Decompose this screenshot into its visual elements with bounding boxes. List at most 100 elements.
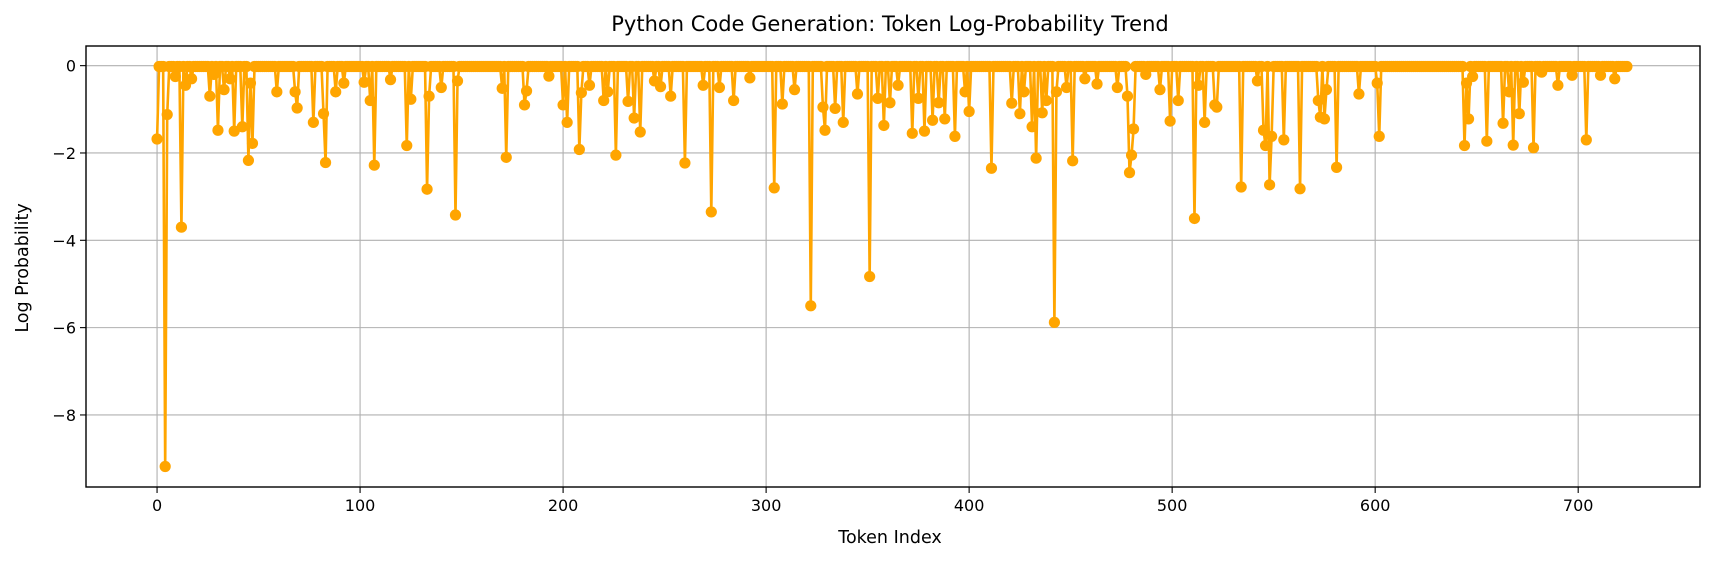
data-point xyxy=(1067,155,1079,167)
data-point xyxy=(884,97,896,109)
data-point xyxy=(307,116,319,129)
data-point xyxy=(933,97,945,109)
data-point xyxy=(151,133,163,145)
chart-title: Python Code Generation: Token Log-Probab… xyxy=(611,12,1168,36)
data-point xyxy=(405,93,417,105)
data-point xyxy=(1580,134,1592,146)
data-point xyxy=(1462,113,1475,125)
data-point xyxy=(1259,139,1272,152)
data-point xyxy=(557,99,569,111)
data-point xyxy=(1192,79,1205,91)
y-tick-label: −6 xyxy=(52,319,76,338)
data-point xyxy=(1503,86,1515,98)
data-point xyxy=(705,206,717,218)
data-point xyxy=(1121,90,1134,102)
data-point xyxy=(1513,108,1525,120)
data-point xyxy=(679,157,691,169)
data-point xyxy=(1566,69,1578,81)
x-tick-label: 400 xyxy=(954,496,985,515)
data-point xyxy=(1006,97,1018,109)
data-point xyxy=(240,60,252,73)
data-point xyxy=(697,79,709,91)
data-point xyxy=(218,84,230,96)
data-point xyxy=(1154,84,1166,96)
data-point xyxy=(421,183,433,195)
data-point xyxy=(451,75,464,87)
data-point xyxy=(1257,124,1270,136)
data-point xyxy=(1091,78,1103,90)
data-point xyxy=(1552,79,1564,91)
data-point xyxy=(788,84,801,96)
data-point xyxy=(212,124,224,136)
data-point xyxy=(159,460,171,473)
data-point xyxy=(496,82,508,94)
x-tick-label: 500 xyxy=(1157,496,1188,515)
data-point xyxy=(291,102,303,114)
data-point xyxy=(317,108,330,120)
data-point xyxy=(242,154,255,166)
data-point xyxy=(829,102,841,115)
data-point xyxy=(1040,94,1052,107)
x-tick-label: 600 xyxy=(1360,496,1391,515)
data-point xyxy=(364,94,376,107)
data-point xyxy=(1312,94,1324,107)
data-point xyxy=(851,88,864,100)
data-point xyxy=(1199,116,1211,129)
plot-frame xyxy=(85,45,1701,488)
y-tick-label: −4 xyxy=(52,231,76,250)
y-tick-label: −2 xyxy=(52,144,76,163)
data-point xyxy=(185,73,198,85)
data-point xyxy=(543,70,555,82)
x-tick-label: 0 xyxy=(152,496,162,515)
data-point xyxy=(1609,73,1621,85)
data-point xyxy=(1527,142,1540,154)
x-axis-label: Token Index xyxy=(837,528,942,548)
data-point xyxy=(864,270,876,283)
data-point xyxy=(1018,86,1030,98)
data-point xyxy=(520,85,533,97)
data-point xyxy=(561,116,573,129)
data-point xyxy=(1026,121,1038,133)
data-point xyxy=(959,86,971,98)
data-point xyxy=(1294,183,1306,195)
data-point xyxy=(423,90,435,102)
data-point xyxy=(175,221,188,233)
data-point xyxy=(872,92,884,104)
data-point xyxy=(384,74,397,86)
axis-ticks: 0 100 200 300 400 500 600 700 0 −2 −4 −6 −8 xyxy=(52,57,1593,515)
data-point xyxy=(610,149,622,161)
data-point xyxy=(744,72,756,84)
data-point xyxy=(819,124,831,136)
data-point xyxy=(573,143,585,156)
data-point xyxy=(1467,70,1479,83)
data-point xyxy=(319,156,332,169)
series-token-logprob xyxy=(151,60,1633,473)
data-point xyxy=(1251,75,1264,87)
data-point xyxy=(1456,60,1469,73)
data-point xyxy=(963,105,975,118)
data-point xyxy=(1111,81,1123,94)
data-point xyxy=(1014,108,1026,120)
data-point xyxy=(1481,135,1493,147)
data-point xyxy=(338,77,350,89)
data-point xyxy=(169,70,181,83)
data-point xyxy=(330,86,342,98)
data-point xyxy=(358,76,370,88)
x-tick-label: 200 xyxy=(548,496,579,515)
data-point xyxy=(271,86,283,98)
data-point xyxy=(906,127,918,139)
x-tick-label: 100 xyxy=(345,496,376,515)
data-point xyxy=(768,182,780,194)
data-point xyxy=(500,151,512,163)
data-point xyxy=(1211,101,1223,113)
data-point xyxy=(665,90,677,102)
data-point xyxy=(918,125,931,137)
data-point xyxy=(628,112,640,124)
data-point xyxy=(401,139,413,152)
data-point xyxy=(939,113,951,125)
data-point xyxy=(1235,181,1247,193)
data-point xyxy=(1048,316,1060,328)
data-point xyxy=(1264,179,1276,191)
data-point xyxy=(713,81,726,94)
